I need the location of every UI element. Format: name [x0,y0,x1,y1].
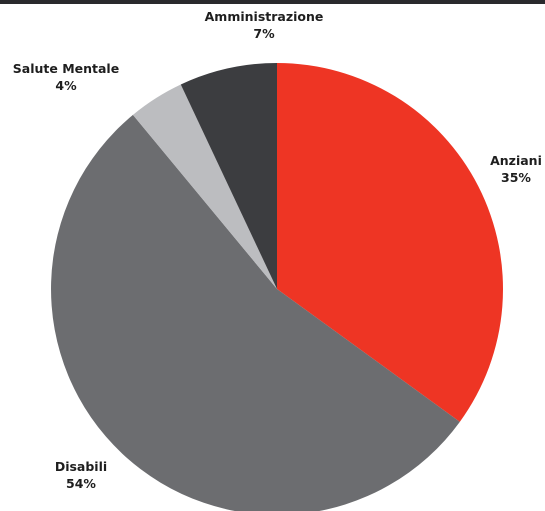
slice-label: Amministrazione [205,9,324,24]
slice-label: Disabili [55,459,107,474]
pie-slice-anziani [277,63,504,422]
slice-value-label: 35% [501,170,531,185]
pie-slice-salute-mentale [132,84,277,289]
slice-value-label: 4% [55,78,77,93]
slice-value-label: 54% [66,476,96,491]
slice-label: Salute Mentale [13,61,119,76]
pie-slices [51,63,504,511]
slice-label: Anziani [490,153,542,168]
pie-slice-disabili [51,114,460,511]
slice-value-label: 7% [253,26,275,41]
pie-slice-amministrazione [180,63,277,289]
pie-labels: Anziani 35% Disabili 54% Salute Mentale 4% Amm… [13,9,542,491]
top-border [0,0,545,4]
